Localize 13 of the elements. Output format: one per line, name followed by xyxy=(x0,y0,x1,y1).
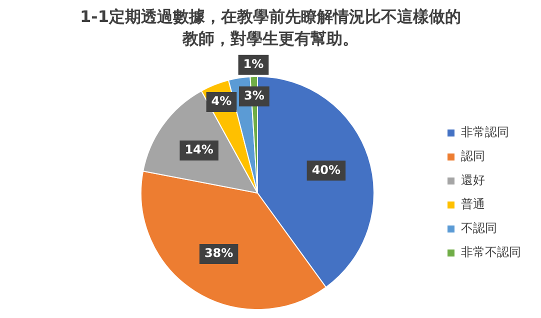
legend-label: 認同 xyxy=(461,149,485,164)
data-label: 40% xyxy=(312,162,341,177)
data-label: 14% xyxy=(184,142,214,157)
legend-label: 非常認同 xyxy=(461,125,509,140)
legend-label: 還好 xyxy=(461,173,485,188)
data-label: 3% xyxy=(244,88,264,102)
legend-label: 不認同 xyxy=(461,221,497,236)
legend-label: 普通 xyxy=(461,197,485,212)
data-label: 1% xyxy=(243,57,264,72)
data-label: 4% xyxy=(211,94,232,108)
legend-label: 非常不認同 xyxy=(461,245,521,260)
chart-title: 1-1定期透過數據，在教學前先瞭解情況比不這樣做的教師，對學生更有幫助。 xyxy=(79,6,462,50)
data-label: 38% xyxy=(204,246,234,260)
